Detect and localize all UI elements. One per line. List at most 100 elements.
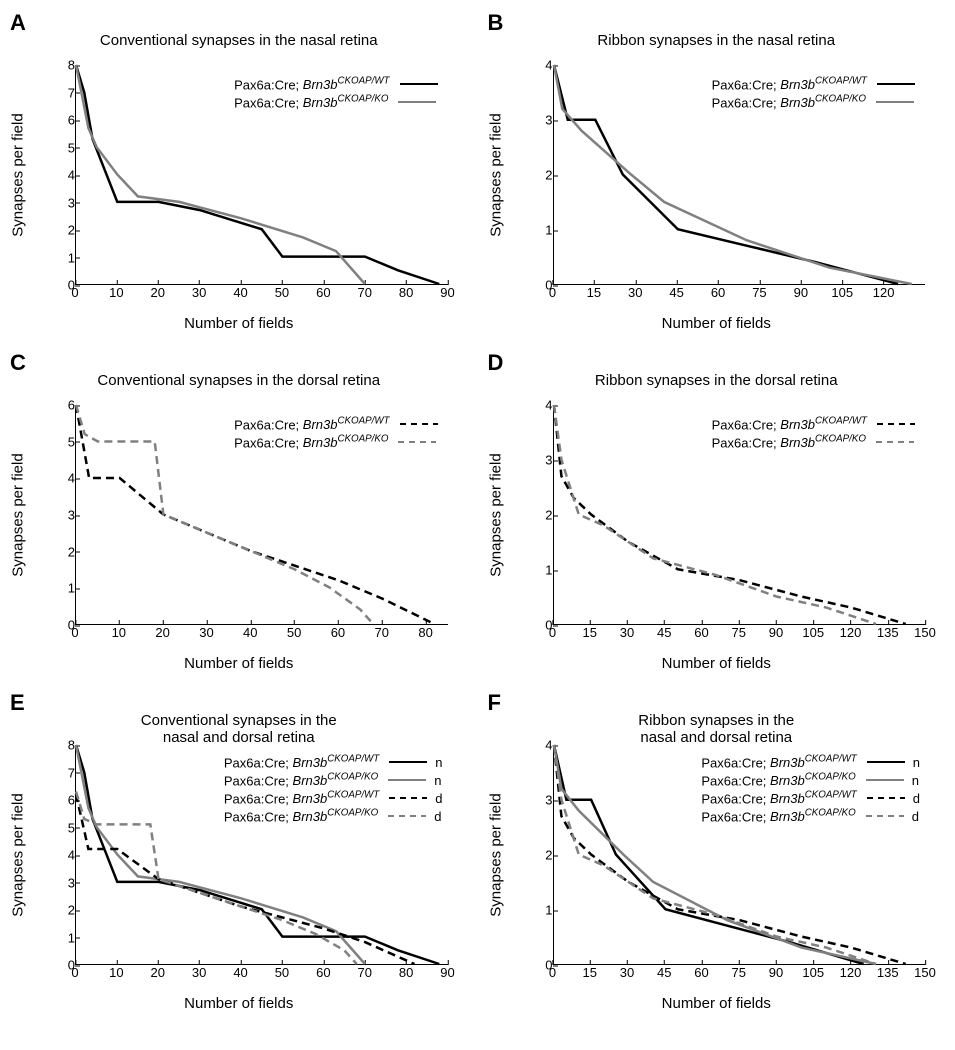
- x-tick: 150: [914, 965, 936, 980]
- legend-label: Pax6a:Cre; Brn3bCKOAP/WT: [701, 754, 856, 770]
- x-tick: 50: [287, 625, 301, 640]
- x-tick: 90: [769, 965, 783, 980]
- legend-suffix: d: [435, 791, 442, 806]
- y-tick: 4: [50, 848, 75, 863]
- chart-panel-f: FRibbon synapses in thenasal and dorsal …: [488, 690, 946, 1020]
- y-axis-label: Synapses per field: [487, 453, 504, 576]
- chart-panel-b: BRibbon synapses in the nasal retinaSyna…: [488, 10, 946, 340]
- legend-suffix: n: [912, 773, 919, 788]
- y-tick: 8: [50, 58, 75, 73]
- x-ticks: 0153045607590105120135150: [553, 965, 926, 990]
- y-tick: 5: [50, 820, 75, 835]
- panel-title: Conventional synapses in thenasal and do…: [10, 712, 468, 746]
- x-tick: 0: [71, 625, 78, 640]
- legend-swatch: [388, 815, 426, 818]
- y-tick: 4: [50, 168, 75, 183]
- legend-row: Pax6a:Cre; Brn3bCKOAP/WT: [712, 415, 915, 433]
- legend-suffix: n: [435, 755, 442, 770]
- x-tick: 40: [233, 285, 247, 300]
- x-tick: 90: [440, 965, 454, 980]
- legend-swatch: [867, 797, 905, 800]
- x-axis-label: Number of fields: [488, 315, 946, 332]
- x-tick: 15: [583, 625, 597, 640]
- legend-suffix: n: [913, 755, 920, 770]
- x-tick: 30: [620, 625, 634, 640]
- x-tick: 20: [151, 965, 165, 980]
- x-tick: 45: [657, 625, 671, 640]
- y-tick: 2: [50, 903, 75, 918]
- legend-label: Pax6a:Cre; Brn3bCKOAP/KO: [224, 772, 378, 788]
- y-tick: 1: [50, 930, 75, 945]
- y-axis-label: Synapses per field: [487, 793, 504, 916]
- panel-title: Ribbon synapses in the nasal retina: [488, 32, 946, 49]
- legend-label: Pax6a:Cre; Brn3bCKOAP/KO: [701, 772, 855, 788]
- legend-swatch: [389, 797, 427, 800]
- y-ticks: 01234: [528, 65, 553, 285]
- x-tick: 80: [399, 285, 413, 300]
- x-tick: 80: [418, 625, 432, 640]
- legend: Pax6a:Cre; Brn3bCKOAP/WTPax6a:Cre; Brn3b…: [234, 75, 437, 111]
- x-tick: 60: [316, 965, 330, 980]
- x-tick: 20: [151, 285, 165, 300]
- y-tick: 2: [528, 848, 553, 863]
- legend-row: Pax6a:Cre; Brn3bCKOAP/KO d: [224, 807, 443, 825]
- x-tick: 120: [873, 285, 895, 300]
- y-tick: 3: [50, 875, 75, 890]
- y-tick: 2: [528, 168, 553, 183]
- x-tick: 60: [694, 965, 708, 980]
- legend-swatch: [876, 441, 914, 444]
- legend-swatch: [867, 761, 905, 764]
- legend-label: Pax6a:Cre; Brn3bCKOAP/KO: [224, 808, 378, 824]
- x-axis-label: Number of fields: [10, 995, 468, 1012]
- x-tick: 75: [732, 625, 746, 640]
- x-tick: 60: [316, 285, 330, 300]
- panel-title: Ribbon synapses in the dorsal retina: [488, 372, 946, 389]
- legend-swatch: [389, 761, 427, 764]
- legend-label: Pax6a:Cre; Brn3bCKOAP/KO: [234, 434, 388, 450]
- legend-row: Pax6a:Cre; Brn3bCKOAP/WTd: [701, 789, 920, 807]
- y-axis-label: Synapses per field: [10, 453, 27, 576]
- x-tick: 60: [711, 285, 725, 300]
- y-axis-label: Synapses per field: [10, 793, 27, 916]
- y-tick: 3: [528, 453, 553, 468]
- y-tick: 8: [50, 738, 75, 753]
- panel-title: Ribbon synapses in thenasal and dorsal r…: [488, 712, 946, 746]
- legend: Pax6a:Cre; Brn3bCKOAP/WTPax6a:Cre; Brn3b…: [234, 415, 437, 451]
- y-tick: 3: [50, 508, 75, 523]
- legend-label: Pax6a:Cre; Brn3bCKOAP/WT: [712, 76, 867, 92]
- legend-label: Pax6a:Cre; Brn3bCKOAP/KO: [234, 94, 388, 110]
- x-tick: 0: [71, 285, 78, 300]
- x-ticks: 0153045607590105120135150: [553, 625, 926, 650]
- legend-row: Pax6a:Cre; Brn3bCKOAP/WT d: [224, 789, 443, 807]
- x-axis-label: Number of fields: [488, 655, 946, 672]
- legend-label: Pax6a:Cre; Brn3bCKOAP/WT: [224, 790, 379, 806]
- x-tick: 105: [831, 285, 853, 300]
- x-tick: 45: [657, 965, 671, 980]
- x-tick: 90: [440, 285, 454, 300]
- y-tick: 4: [50, 471, 75, 486]
- x-ticks: 0102030405060708090: [75, 285, 448, 310]
- x-tick: 30: [192, 965, 206, 980]
- y-tick: 7: [50, 765, 75, 780]
- legend-row: Pax6a:Cre; Brn3bCKOAP/WT n: [701, 753, 920, 771]
- x-tick: 30: [628, 285, 642, 300]
- x-tick: 10: [112, 625, 126, 640]
- x-tick: 70: [357, 965, 371, 980]
- y-tick: 1: [528, 563, 553, 578]
- x-tick: 60: [694, 625, 708, 640]
- x-tick: 45: [669, 285, 683, 300]
- y-tick: 1: [528, 903, 553, 918]
- legend-row: Pax6a:Cre; Brn3bCKOAP/WT: [712, 75, 915, 93]
- x-tick: 90: [769, 625, 783, 640]
- x-tick: 50: [275, 965, 289, 980]
- panel-title: Conventional synapses in the nasal retin…: [10, 32, 468, 49]
- x-tick: 0: [71, 965, 78, 980]
- y-tick: 4: [528, 58, 553, 73]
- x-tick: 150: [914, 625, 936, 640]
- legend-suffix: d: [434, 809, 441, 824]
- x-tick: 30: [199, 625, 213, 640]
- x-tick: 80: [399, 965, 413, 980]
- legend-row: Pax6a:Cre; Brn3bCKOAP/KOd: [701, 807, 920, 825]
- x-tick: 120: [840, 625, 862, 640]
- x-tick: 10: [109, 285, 123, 300]
